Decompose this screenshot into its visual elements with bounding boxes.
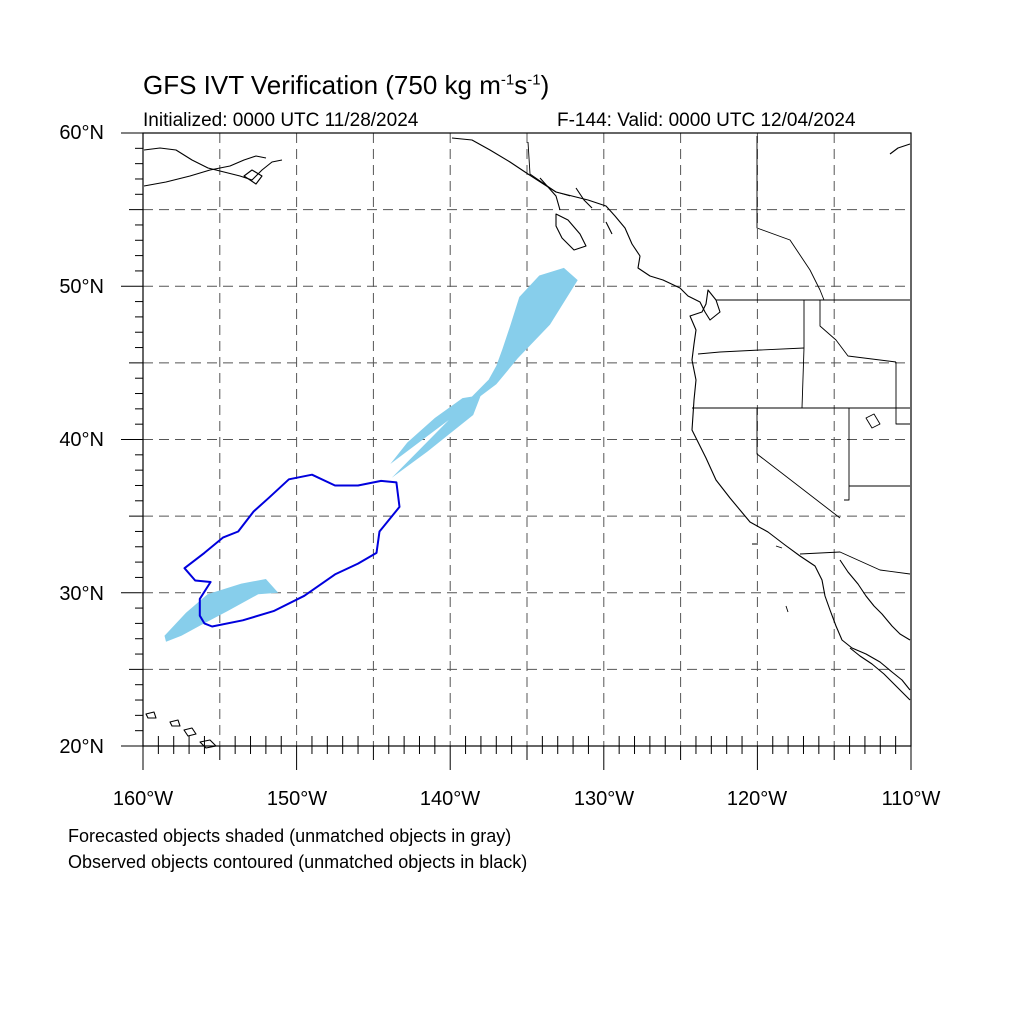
observed-object-contour bbox=[183, 473, 401, 628]
lon-label-140w: 140°W bbox=[419, 788, 481, 810]
west-coast-coastline bbox=[451, 137, 911, 691]
lon-label-130w: 130°W bbox=[573, 788, 635, 810]
kodiak-island bbox=[243, 169, 263, 185]
forecast-object-shade-band bbox=[390, 267, 578, 478]
vancouver-island bbox=[555, 213, 587, 251]
map-frame bbox=[142, 132, 912, 747]
alaska-coast bbox=[143, 147, 283, 181]
lon-label-150w: 150°W bbox=[266, 788, 328, 810]
great-salt-lake bbox=[865, 413, 881, 429]
montana-border bbox=[819, 300, 897, 363]
hawaii-island-oahu bbox=[169, 719, 181, 727]
california-nevada-border bbox=[756, 408, 841, 519]
observed-legend-note: Observed objects contoured (unmatched ob… bbox=[68, 852, 528, 872]
yukon-coast-ne bbox=[889, 143, 911, 155]
idaho-west-border bbox=[801, 300, 805, 409]
coastlines-and-borders bbox=[143, 136, 911, 749]
washington-oregon-border bbox=[697, 347, 805, 355]
canada-provincial-border bbox=[756, 136, 825, 301]
hawaii-island-big bbox=[199, 739, 217, 749]
alaska-peninsula bbox=[143, 155, 267, 187]
lon-label-120w: 120°W bbox=[726, 788, 788, 810]
forecast-object-shade bbox=[164, 579, 279, 642]
baja-gulf-coast bbox=[839, 559, 911, 641]
lat-label-30n: 30°N bbox=[59, 583, 104, 605]
lat-lon-grid bbox=[143, 133, 911, 746]
lat-label-20n: 20°N bbox=[59, 736, 104, 758]
ivt-objects bbox=[164, 267, 578, 642]
lon-label-110w: 110°W bbox=[881, 788, 941, 810]
nevada-utah-border bbox=[844, 408, 850, 501]
lat-label-50n: 50°N bbox=[59, 276, 104, 298]
valid-time-label: F-144: Valid: 0000 UTC 12/04/2024 bbox=[557, 110, 856, 131]
us-mexico-border bbox=[799, 551, 911, 575]
channel-islands bbox=[752, 543, 789, 613]
hawaii-island-niihau bbox=[145, 711, 157, 719]
axis-ticks bbox=[121, 132, 912, 770]
forecast-legend-note: Forecasted objects shaded (unmatched obj… bbox=[68, 826, 512, 846]
initialized-label: Initialized: 0000 UTC 11/28/2024 bbox=[143, 110, 419, 131]
lat-label-40n: 40°N bbox=[59, 429, 104, 451]
wyoming-border bbox=[895, 362, 910, 425]
lat-label-60n: 60°N bbox=[59, 122, 104, 144]
bc-inner-coast bbox=[539, 177, 613, 235]
hawaii-island-maui bbox=[183, 727, 197, 737]
lon-label-160w: 160°W bbox=[112, 788, 174, 810]
mainland-mexico-coast bbox=[849, 647, 911, 701]
chart-title: GFS IVT Verification (750 kg m-1s-1) bbox=[143, 70, 550, 100]
alaska-canada-border bbox=[527, 141, 571, 197]
